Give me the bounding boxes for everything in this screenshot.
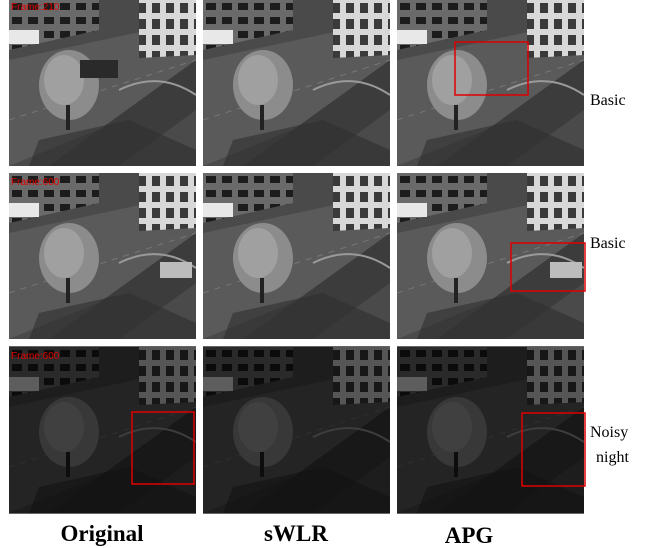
frame-label: Frame:600 — [11, 351, 60, 362]
column-label: APG — [445, 523, 494, 548]
frame-image — [203, 173, 390, 339]
row-label: Noisy — [590, 424, 628, 441]
frame-image — [9, 173, 196, 339]
row-label: Basic — [590, 235, 626, 252]
frame-image — [397, 0, 584, 166]
frame-label: Frame:600 — [11, 177, 60, 188]
row-label: Basic — [590, 92, 626, 109]
image-row: Frame:600 — [9, 173, 585, 339]
night-shade — [397, 346, 584, 514]
image-row: Frame:210 — [9, 0, 584, 166]
image-row: Frame:600 — [9, 346, 585, 514]
column-label: sWLR — [264, 521, 328, 546]
frame-image — [203, 0, 390, 166]
column-label: Original — [60, 521, 143, 546]
night-shade — [203, 346, 390, 514]
row-label: night — [596, 449, 629, 466]
night-shade — [9, 346, 196, 514]
frame-label: Frame:210 — [11, 2, 60, 13]
car — [160, 262, 192, 278]
frame-image — [397, 173, 584, 339]
frame-image — [9, 0, 196, 166]
car — [80, 60, 118, 78]
car — [550, 262, 582, 278]
figure: Frame:210 Frame:600 Frame:600 Basic Basi… — [0, 0, 660, 548]
